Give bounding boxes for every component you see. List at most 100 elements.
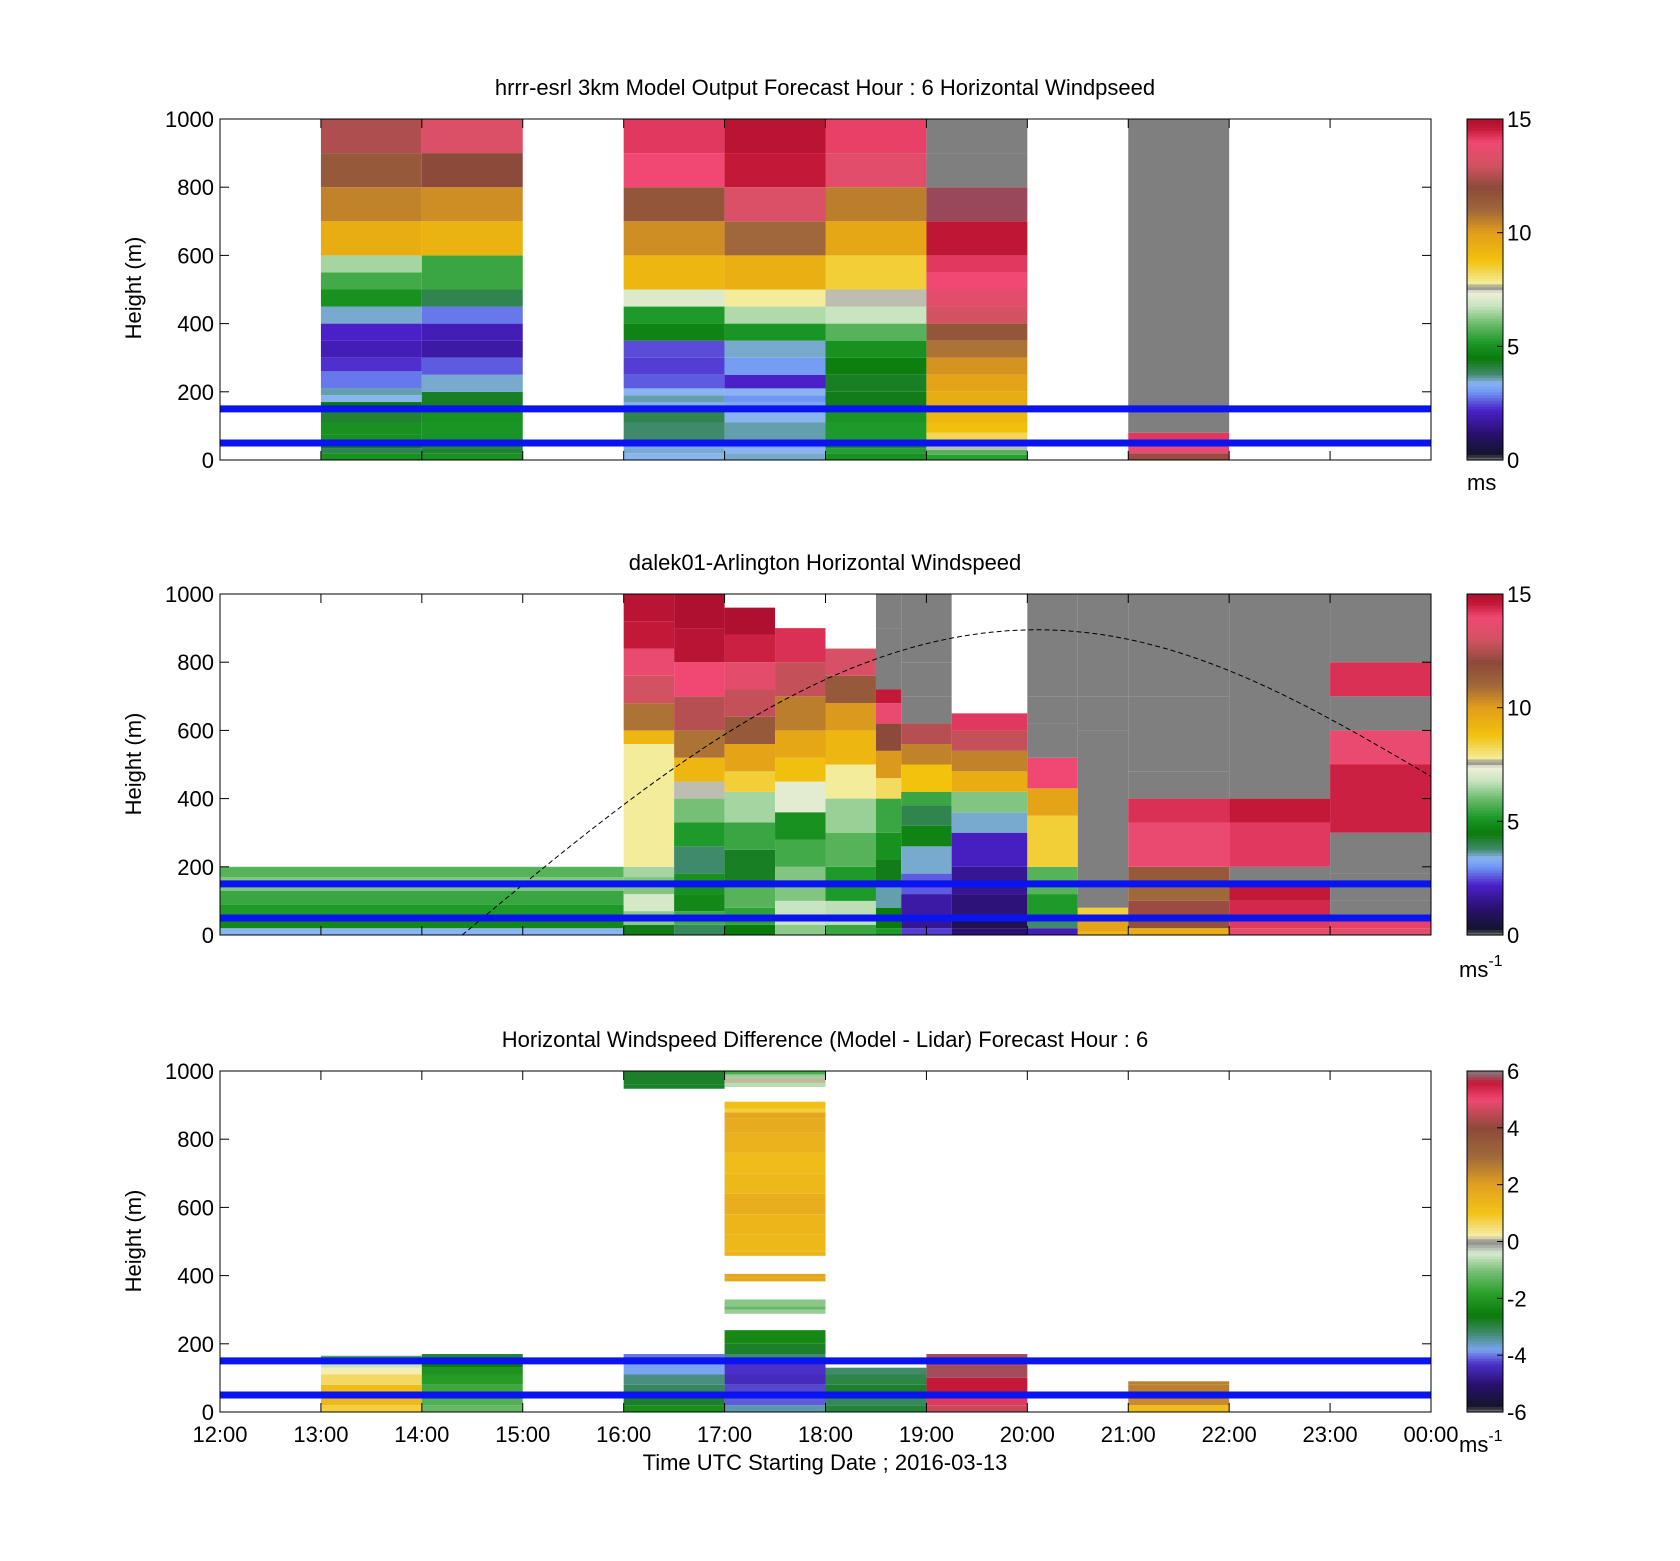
colorbar-segment bbox=[1467, 900, 1503, 905]
colorbar-segment bbox=[1467, 852, 1503, 857]
colorbar-segment bbox=[1467, 824, 1503, 828]
colorbar-segment bbox=[1467, 184, 1503, 188]
colorbar-segment bbox=[1467, 682, 1503, 686]
colorbar-segment bbox=[1467, 241, 1503, 245]
y-tick-label: 400 bbox=[177, 1264, 214, 1289]
colorbar-segment bbox=[1467, 770, 1503, 774]
heatmap-cell bbox=[623, 1084, 725, 1089]
colorbar-segment bbox=[1467, 1156, 1503, 1160]
heatmap-cell bbox=[724, 289, 826, 307]
colorbar-segment bbox=[1467, 1173, 1503, 1177]
colorbar-segment bbox=[1467, 258, 1503, 262]
colorbar-segment bbox=[1467, 1235, 1503, 1240]
heatmap-cell bbox=[320, 422, 422, 435]
heatmap-cell bbox=[623, 648, 675, 676]
colorbar-segment bbox=[1467, 190, 1503, 194]
heatmap-cell bbox=[825, 832, 876, 867]
y-tick-label: 1000 bbox=[165, 582, 214, 607]
heatmap-cell bbox=[320, 221, 422, 256]
colorbar-segment bbox=[1467, 1335, 1503, 1339]
heatmap-cell bbox=[951, 713, 1028, 731]
colorbar-segment bbox=[1467, 653, 1503, 658]
heatmap-cell bbox=[926, 306, 1028, 324]
colorbar-segment bbox=[1467, 391, 1503, 396]
heatmap-cell bbox=[775, 781, 826, 813]
heatmap-cell bbox=[926, 187, 1028, 222]
heatmap-cell bbox=[421, 187, 523, 222]
colorbar-segment bbox=[1467, 1230, 1503, 1234]
heatmap-cell bbox=[825, 1374, 927, 1385]
heatmap-cell bbox=[623, 448, 725, 454]
heatmap-cell bbox=[320, 323, 422, 341]
x-tick-label: 16:00 bbox=[596, 1422, 651, 1447]
heatmap-cell bbox=[724, 662, 776, 690]
colorbar-segment bbox=[1467, 380, 1503, 384]
heatmap-cell bbox=[320, 187, 422, 222]
heatmap-cell bbox=[825, 422, 927, 443]
colorbar-segment bbox=[1467, 827, 1503, 831]
heatmap-cell bbox=[421, 1405, 523, 1412]
colorbar-segment bbox=[1467, 261, 1503, 265]
heatmap-cell bbox=[901, 696, 952, 724]
colorbar-segment bbox=[1467, 1383, 1503, 1388]
colorbar-segment bbox=[1467, 761, 1503, 766]
colorbar-segment bbox=[1467, 1102, 1503, 1106]
colorbar-segment bbox=[1467, 829, 1503, 834]
colorbar-segment bbox=[1467, 696, 1503, 700]
heatmap-cell bbox=[623, 744, 675, 867]
heatmap-cell bbox=[875, 628, 902, 690]
heatmap-cell bbox=[1128, 1384, 1230, 1395]
heatmap-cell bbox=[724, 1077, 826, 1083]
colorbar-segment bbox=[1467, 613, 1503, 618]
colorbar-segment bbox=[1467, 1289, 1503, 1294]
colorbar-segment bbox=[1467, 1255, 1503, 1260]
heatmap-cell bbox=[724, 1309, 826, 1314]
heatmap-cell bbox=[1128, 1394, 1230, 1406]
panel-difference: Horizontal Windspeed Difference (Model -… bbox=[121, 1027, 1527, 1475]
colorbar-segment bbox=[1467, 229, 1503, 234]
colorbar-segment bbox=[1467, 687, 1503, 692]
heatmap-cell bbox=[421, 422, 523, 443]
colorbar-segment bbox=[1467, 733, 1503, 737]
colorbar-segment bbox=[1467, 659, 1503, 663]
heatmap-cell bbox=[421, 255, 523, 290]
heatmap-cell bbox=[623, 306, 725, 324]
colorbar-segment bbox=[1467, 218, 1503, 222]
colorbar-segment bbox=[1467, 1105, 1503, 1109]
x-tick-label: 18:00 bbox=[798, 1422, 853, 1447]
heatmap-cell bbox=[825, 289, 927, 307]
colorbar-frame bbox=[1466, 593, 1504, 936]
heatmap-cell bbox=[1229, 900, 1331, 915]
heatmap-cell bbox=[623, 357, 725, 375]
colorbar-segment bbox=[1467, 1349, 1503, 1353]
y-tick-label: 0 bbox=[202, 923, 214, 948]
colorbar-segment bbox=[1467, 1122, 1503, 1126]
heatmap-cell bbox=[220, 921, 624, 929]
colorbar-segment bbox=[1467, 724, 1503, 729]
colorbar-segment bbox=[1467, 628, 1503, 632]
heatmap-cell bbox=[320, 255, 422, 273]
colorbar-segment bbox=[1467, 1366, 1503, 1370]
colorbar-segment bbox=[1467, 835, 1503, 839]
colorbar-segment bbox=[1467, 1269, 1503, 1274]
colorbar-segment bbox=[1467, 639, 1503, 643]
colorbar-segment bbox=[1467, 1073, 1503, 1078]
heatmap-cell bbox=[875, 750, 902, 779]
colorbar-segment bbox=[1467, 704, 1503, 709]
colorbar-segment bbox=[1467, 676, 1503, 680]
colorbar-segment bbox=[1467, 147, 1503, 151]
colorbar-segment bbox=[1467, 153, 1503, 157]
heatmap-cell bbox=[875, 928, 902, 935]
heatmap-cell bbox=[724, 1071, 826, 1075]
heatmap-cell bbox=[320, 1394, 422, 1406]
heatmap-cell bbox=[1128, 432, 1230, 443]
colorbar-segment bbox=[1467, 608, 1503, 612]
heatmap-cell bbox=[901, 723, 952, 745]
colorbar-segment bbox=[1467, 204, 1503, 208]
colorbar-segment bbox=[1467, 878, 1503, 882]
colorbar-segment bbox=[1467, 775, 1503, 780]
colorbar-segment bbox=[1467, 764, 1503, 768]
colorbar-segment bbox=[1467, 326, 1503, 330]
heatmap-cell bbox=[926, 422, 1028, 433]
colorbar-segment bbox=[1467, 442, 1503, 447]
